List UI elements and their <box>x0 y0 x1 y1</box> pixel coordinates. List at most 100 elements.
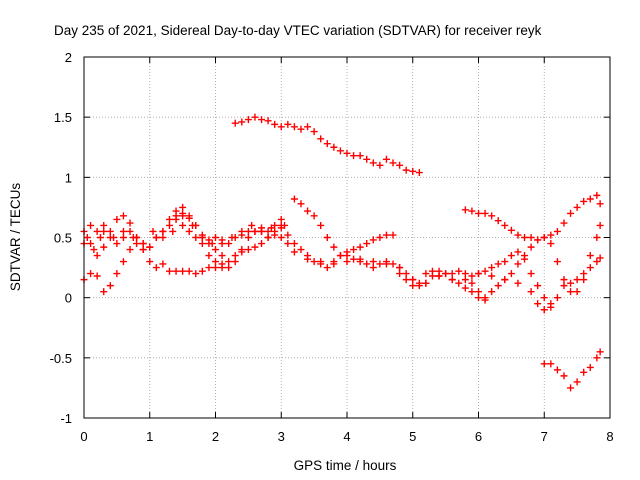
data-point <box>231 234 239 241</box>
data-point <box>481 267 489 275</box>
data-point <box>540 306 548 314</box>
data-point <box>113 270 121 278</box>
data-point <box>560 282 568 290</box>
data-point <box>244 227 252 235</box>
data-point <box>494 260 502 268</box>
data-point <box>310 128 318 136</box>
series-arc-11 <box>534 254 604 314</box>
data-point <box>540 360 548 368</box>
data-point <box>422 270 430 278</box>
data-point <box>277 224 285 232</box>
data-point <box>330 258 338 266</box>
data-point <box>165 215 173 223</box>
data-point <box>402 166 410 174</box>
data-point <box>126 227 134 235</box>
y-tick-label: 2 <box>65 50 72 65</box>
data-point <box>212 234 219 241</box>
x-tick-label: 8 <box>606 429 613 444</box>
data-point <box>448 270 456 278</box>
data-point <box>350 246 358 254</box>
data-point <box>244 234 252 241</box>
data-point <box>442 270 450 278</box>
data-point <box>461 270 469 278</box>
data-point <box>87 240 95 248</box>
data-point <box>159 260 167 268</box>
data-point <box>165 221 173 229</box>
data-point <box>304 123 312 131</box>
y-tick-label: 1 <box>65 170 72 185</box>
data-point <box>251 227 259 235</box>
data-point <box>501 276 509 284</box>
data-point <box>560 372 568 380</box>
data-point <box>356 243 364 251</box>
data-point <box>83 234 91 241</box>
data-point <box>468 207 476 215</box>
data-point <box>304 207 312 215</box>
data-point <box>521 252 529 260</box>
data-point <box>297 246 305 254</box>
data-point <box>290 195 298 203</box>
series-arc-8 <box>396 248 555 308</box>
data-point <box>376 260 384 268</box>
data-point <box>514 260 522 268</box>
data-point <box>100 227 108 235</box>
data-point <box>149 227 157 235</box>
data-point <box>192 234 200 241</box>
data-point <box>409 276 417 284</box>
series-arc-5 <box>172 215 489 304</box>
data-point <box>593 234 601 241</box>
data-point <box>192 221 200 229</box>
x-tick-label: 5 <box>409 429 416 444</box>
data-point <box>100 221 108 229</box>
data-point <box>290 248 298 256</box>
data-point <box>343 248 351 256</box>
data-point <box>218 252 226 260</box>
data-point <box>389 231 397 239</box>
data-point <box>461 276 469 284</box>
data-point <box>93 272 101 280</box>
data-point <box>409 167 417 175</box>
y-tick-label: -0.5 <box>50 351 72 366</box>
data-point <box>475 270 482 278</box>
data-point <box>205 264 213 272</box>
data-point <box>481 294 489 302</box>
data-point <box>251 243 259 251</box>
data-point <box>369 236 377 244</box>
data-point <box>415 169 423 177</box>
data-point <box>573 288 581 296</box>
data-point <box>185 227 193 235</box>
data-point <box>271 227 279 235</box>
data-point <box>119 234 127 241</box>
data-point <box>560 276 568 284</box>
data-point <box>165 267 173 275</box>
data-point <box>461 284 469 292</box>
data-point <box>396 161 404 169</box>
data-point <box>290 123 298 131</box>
data-point <box>396 264 404 272</box>
data-point <box>179 267 187 275</box>
x-tick-label: 4 <box>343 429 350 444</box>
data-point <box>258 116 266 124</box>
data-point <box>297 200 305 208</box>
data-point <box>553 258 561 266</box>
x-tick-label: 6 <box>475 429 482 444</box>
data-point <box>369 159 377 167</box>
data-point <box>481 209 489 217</box>
data-point <box>573 378 581 386</box>
data-point <box>596 348 604 356</box>
data-point <box>205 236 213 244</box>
data-point <box>580 197 588 205</box>
data-point <box>330 243 338 251</box>
data-point <box>468 279 476 287</box>
data-point <box>596 221 604 229</box>
data-point <box>475 288 482 296</box>
data-point <box>297 125 305 133</box>
data-point <box>277 234 285 241</box>
data-point <box>593 191 601 199</box>
data-point <box>317 221 325 229</box>
data-point <box>534 236 542 244</box>
data-point <box>428 267 436 275</box>
data-point <box>415 279 423 287</box>
data-point <box>185 267 193 275</box>
data-point <box>264 117 272 125</box>
